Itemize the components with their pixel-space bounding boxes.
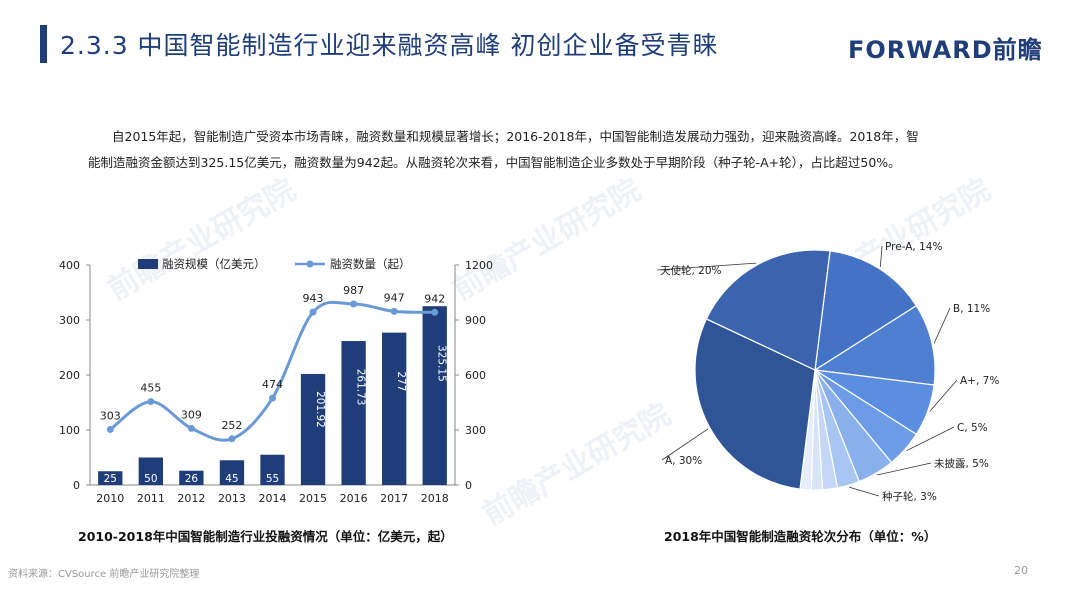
bar-value-label: 50 <box>144 473 157 485</box>
bar <box>422 306 447 485</box>
line-value-label: 947 <box>384 291 405 304</box>
pie-slice <box>705 249 831 371</box>
bar <box>382 332 407 485</box>
pie-slice-label: Pre-A, 14% <box>885 241 942 253</box>
x-tick-label: 2018 <box>421 492 449 505</box>
bar-value-label: 325.15 <box>436 345 448 382</box>
left-tick-label: 100 <box>59 424 80 437</box>
bar-value-label: 26 <box>185 473 199 485</box>
bar <box>300 373 326 485</box>
x-tick-label: 2011 <box>137 492 165 505</box>
bar <box>219 460 245 485</box>
source-note: 资料来源：CVSource 前瞻产业研究院整理 <box>8 569 200 580</box>
left-tick-label: 300 <box>59 314 80 327</box>
right-tick-label: 900 <box>465 314 486 327</box>
bar-value-label: 261.73 <box>355 369 367 406</box>
pie-leader-line <box>656 262 757 271</box>
x-tick-label: 2010 <box>96 492 124 505</box>
bar-value-label: 25 <box>104 473 117 485</box>
line-point <box>106 425 114 433</box>
bar-value-label: 277 <box>395 371 407 391</box>
pie-slice-label: 种子轮, 3% <box>882 490 937 503</box>
line-point <box>147 398 155 406</box>
right-tick-label: 1200 <box>465 259 493 272</box>
bar <box>260 454 285 485</box>
line-point <box>350 300 358 308</box>
line-value-label: 303 <box>100 409 121 422</box>
pie-leader-line <box>661 428 709 461</box>
bar <box>138 457 163 485</box>
pie-slice <box>694 318 816 490</box>
pie-slice-label: A+, 7% <box>960 375 999 387</box>
bar <box>179 470 204 485</box>
bar-value-label: 45 <box>225 473 238 485</box>
page-number: 20 <box>1014 564 1028 577</box>
pie-leader-line <box>877 462 932 476</box>
pie-leader-line <box>933 307 951 344</box>
x-tick-label: 2014 <box>259 492 287 505</box>
pie-slice-label: C, 5% <box>957 422 988 434</box>
intro-line-1: 自2015年起，智能制造广受资本市场青睐，融资数量和规模显著增长；2016-20… <box>112 129 919 144</box>
line-value-label: 474 <box>262 378 283 391</box>
legend-line-label: 融资数量（起） <box>330 257 411 271</box>
right-tick-label: 0 <box>465 479 472 492</box>
line-value-label: 252 <box>221 419 242 432</box>
pie-chart-caption: 2018年中国智能制造融资轮次分布（单位：%） <box>664 529 937 544</box>
pie-slice-label: A, 30% <box>665 455 702 467</box>
bar-chart-caption: 2010-2018年中国智能制造行业投融资情况（单位：亿美元，起） <box>78 529 453 544</box>
pie-slice <box>814 250 918 372</box>
bar-value-label: 55 <box>266 473 279 485</box>
bar <box>98 471 123 485</box>
intro-paragraph: 自2015年起，智能制造广受资本市场青睐，融资数量和规模显著增长；2016-20… <box>88 124 1038 176</box>
bar <box>341 341 366 485</box>
pie-leader-line <box>906 426 955 452</box>
x-tick-label: 2015 <box>299 492 327 505</box>
pie-slice-label: 未披露, 5% <box>934 457 989 470</box>
pie-slice <box>813 304 936 386</box>
pie-leader-line <box>848 486 880 497</box>
legend-line-marker <box>306 260 314 268</box>
line-value-label: 987 <box>343 284 364 297</box>
right-tick-label: 600 <box>465 369 486 382</box>
x-tick-label: 2017 <box>380 492 408 505</box>
x-tick-label: 2016 <box>340 492 368 505</box>
combo-chart: 0 100 200 300 400 0 300 600 900 1200 25 50 26 45 55 201… <box>59 257 493 505</box>
intro-line-2: 能制造融资金额达到325.15亿美元，融资数量为942起。从融资轮次来看，中国智… <box>88 155 901 170</box>
pie-slice-label: 天使轮, 20% <box>660 264 722 277</box>
line-value-label: 943 <box>303 292 324 305</box>
x-tick-label: 2013 <box>218 492 246 505</box>
legend-bar-swatch <box>138 259 158 269</box>
page-title: 2.3.3 中国智能制造行业迎来融资高峰 初创企业备受青睐 <box>60 31 719 60</box>
line-value-label: 309 <box>181 408 202 421</box>
line-point <box>431 308 439 316</box>
pie-chart: Pre-A, 14% B, 11% A+, 7% C, 5% 未披露, 5% 种子轮, 3… <box>656 241 999 503</box>
line-value-label: 942 <box>424 292 445 305</box>
line-value-label: 455 <box>140 382 161 395</box>
x-tick-label: 2012 <box>177 492 205 505</box>
pie-slice-label: B, 11% <box>953 303 990 315</box>
line-point <box>187 424 195 432</box>
pie-leader-line <box>879 245 883 268</box>
line-point <box>228 435 236 443</box>
title-accent-bar <box>40 25 47 63</box>
line-point <box>390 307 398 315</box>
legend-bar-label: 融资规模（亿美元） <box>162 257 266 271</box>
left-tick-label: 400 <box>59 259 80 272</box>
left-tick-label: 200 <box>59 369 80 382</box>
brand-logo: FORWARD前瞻 <box>848 36 1043 64</box>
line-point <box>269 394 276 402</box>
bar-value-label: 201.92 <box>314 391 326 428</box>
pie-leader-line <box>929 379 958 412</box>
right-tick-label: 300 <box>465 424 486 437</box>
left-tick-label: 0 <box>73 479 80 492</box>
line-point <box>309 308 317 316</box>
